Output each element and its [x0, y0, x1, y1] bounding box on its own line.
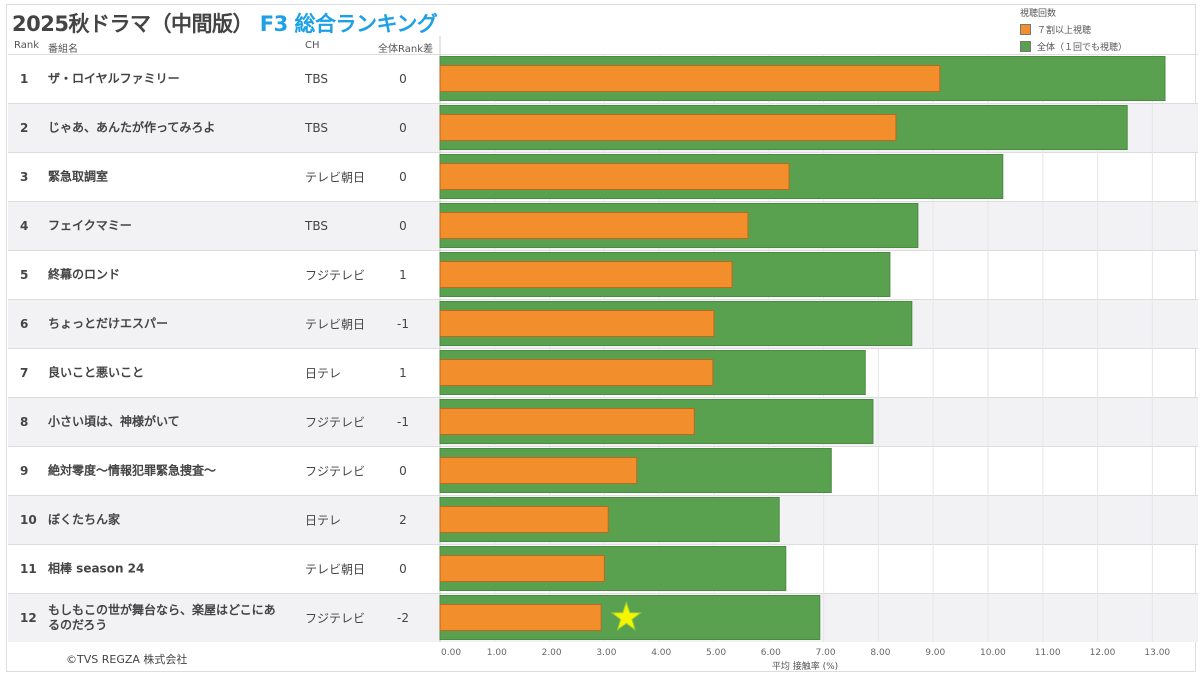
- row-rank: 4: [20, 219, 29, 233]
- bar-70pct: [439, 163, 790, 190]
- legend-title: 視聴回数: [1020, 9, 1057, 19]
- row-name: ちょっとだけエスパー: [48, 316, 169, 331]
- x-tick-label: 6.00: [761, 648, 781, 658]
- row-rank: 1: [20, 72, 29, 86]
- row-rank: 7: [20, 366, 29, 380]
- table-row[interactable]: 11 相棒 season 24 テレビ朝日 0: [8, 544, 1198, 593]
- row-ch: TBS: [305, 219, 328, 233]
- bar-70pct: [439, 604, 602, 631]
- row-diff: -2: [397, 611, 409, 625]
- row-diff: 1: [399, 268, 407, 282]
- row-diff: 0: [399, 464, 407, 478]
- row-diff: -1: [397, 415, 409, 429]
- x-axis-label: 平均 接触率 (%): [772, 660, 838, 672]
- row-ch: フジテレビ: [305, 611, 366, 626]
- row-name: じゃあ、あんたが作ってみろよ: [48, 120, 216, 135]
- legend-item-70pct[interactable]: ７割以上視聴: [1020, 23, 1127, 36]
- row-diff: 1: [399, 366, 407, 380]
- x-tick-label: 9.00: [925, 648, 945, 658]
- x-tick-label: 12.00: [1090, 648, 1116, 658]
- row-name: ぼくたちん家: [48, 512, 121, 527]
- row-ch: フジテレビ: [305, 268, 366, 283]
- row-diff: 0: [399, 562, 407, 576]
- row-diff: 0: [399, 170, 407, 184]
- x-tick-label: 13.00: [1144, 648, 1170, 658]
- bar-70pct: [439, 261, 733, 288]
- row-ch: 日テレ: [305, 366, 342, 381]
- row-ch: フジテレビ: [305, 415, 366, 430]
- row-ch: TBS: [305, 121, 328, 135]
- row-rank: 2: [20, 121, 29, 135]
- x-tick-label: 7.00: [816, 648, 836, 658]
- row-ch: 日テレ: [305, 513, 342, 528]
- header-name: 番組名: [48, 44, 78, 55]
- row-ch: テレビ朝日: [305, 317, 366, 332]
- star-icon: [610, 600, 643, 631]
- x-tick-label: 10.00: [980, 648, 1006, 658]
- row-ch: テレビ朝日: [305, 562, 366, 577]
- legend-label: ７割以上視聴: [1037, 26, 1092, 36]
- row-diff: 0: [399, 219, 407, 233]
- title-main: 2025秋ドラマ（中間版）: [12, 12, 253, 36]
- row-rank: 5: [20, 268, 29, 282]
- x-tick-label: 4.00: [651, 648, 671, 658]
- row-rank: 6: [20, 317, 29, 331]
- legend-label: 全体（１回でも視聴）: [1037, 43, 1128, 53]
- bar-70pct: [439, 310, 715, 337]
- row-rank: 12: [20, 611, 37, 625]
- table-row[interactable]: 5 終幕のロンド フジテレビ 1: [8, 250, 1198, 299]
- row-diff: 0: [399, 121, 407, 135]
- row-ch: テレビ朝日: [305, 170, 366, 185]
- bar-70pct: [439, 65, 941, 92]
- page-title: 2025秋ドラマ（中間版） F3 総合ランキング: [12, 8, 438, 38]
- row-rank: 11: [20, 562, 37, 576]
- row-name: ザ・ロイヤルファミリー: [48, 71, 180, 86]
- x-tick-label: 0.00: [441, 648, 461, 658]
- bar-70pct: [439, 359, 714, 386]
- row-rank: 10: [20, 513, 37, 527]
- row-diff: 2: [399, 513, 407, 527]
- legend-swatch-orange: [1020, 24, 1031, 35]
- x-tick-label: 2.00: [542, 648, 562, 658]
- title-accent: F3 総合ランキング: [259, 12, 438, 36]
- legend: 視聴回数 ７割以上視聴 全体（１回でも視聴）: [1020, 6, 1127, 53]
- bar-70pct: [439, 555, 605, 582]
- row-name: 終幕のロンド: [48, 267, 121, 282]
- legend-swatch-green: [1020, 41, 1031, 52]
- x-tick-label: 5.00: [706, 648, 726, 658]
- row-ch: TBS: [305, 72, 328, 86]
- legend-item-all[interactable]: 全体（１回でも視聴）: [1020, 40, 1127, 53]
- bar-70pct: [439, 457, 638, 484]
- row-name: もしもこの世が舞台なら、楽屋はどこにあるのだろう: [48, 603, 276, 632]
- row-name: フェイクマミー: [48, 218, 132, 233]
- x-tick-label: 3.00: [596, 648, 616, 658]
- bar-70pct: [439, 114, 897, 141]
- header-diff: 全体Rank差: [378, 44, 433, 55]
- row-diff: -1: [397, 317, 409, 331]
- row-rank: 9: [20, 464, 29, 478]
- header-ch: CH: [305, 40, 320, 51]
- row-diff: 0: [399, 72, 407, 86]
- row-rank: 3: [20, 170, 29, 184]
- table-row[interactable]: 7 良いこと悪いこと 日テレ 1: [8, 348, 1198, 397]
- row-name: 良いこと悪いこと: [48, 365, 145, 380]
- bar-70pct: [439, 212, 749, 239]
- bar-70pct: [439, 408, 695, 435]
- bar-70pct: [439, 506, 609, 533]
- table-row[interactable]: 9 絶対零度～情報犯罪緊急捜査～ フジテレビ 0: [8, 446, 1198, 495]
- row-name: 小さい頃は、神様がいて: [48, 414, 180, 429]
- row-name: 絶対零度～情報犯罪緊急捜査～: [48, 463, 217, 478]
- x-tick-label: 8.00: [870, 648, 890, 658]
- table-row[interactable]: 1 ザ・ロイヤルファミリー TBS 0: [8, 54, 1198, 103]
- row-rank: 8: [20, 415, 29, 429]
- copyright: ©TVS REGZA 株式会社: [66, 653, 188, 666]
- row-name: 相棒 season 24: [48, 561, 145, 576]
- header-rank: Rank: [14, 40, 39, 51]
- x-tick-label: 1.00: [487, 648, 507, 658]
- table-row[interactable]: 3 緊急取調室 テレビ朝日 0: [8, 152, 1198, 201]
- row-ch: フジテレビ: [305, 464, 366, 479]
- row-name: 緊急取調室: [48, 169, 109, 184]
- x-tick-label: 11.00: [1035, 648, 1061, 658]
